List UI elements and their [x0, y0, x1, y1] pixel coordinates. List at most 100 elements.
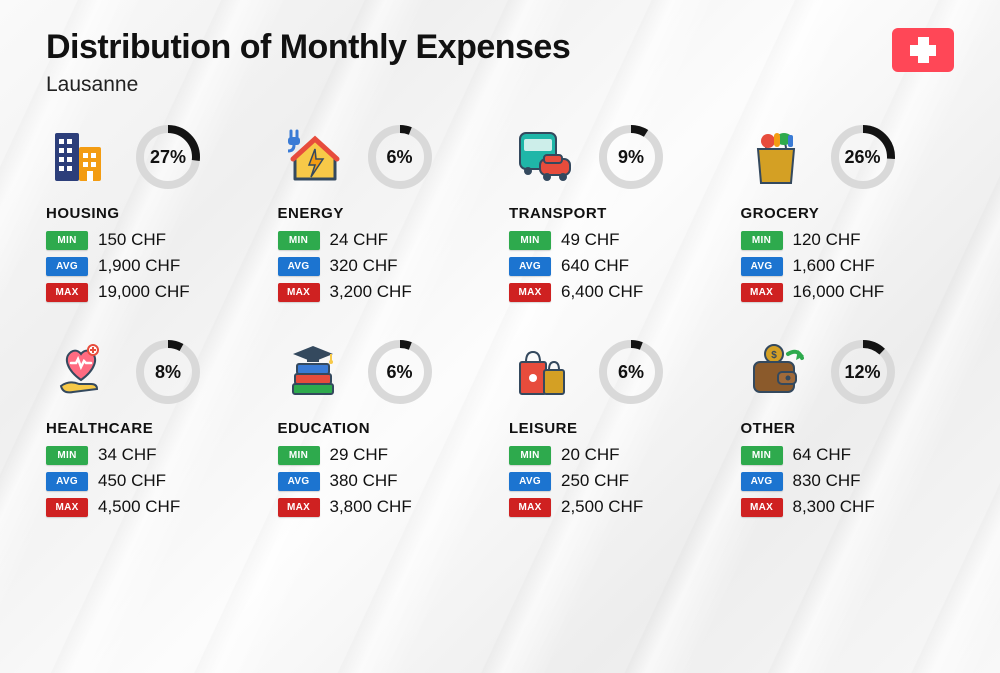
avg-value: 320 CHF	[330, 256, 398, 276]
avg-tag: AVG	[46, 257, 88, 276]
category-card: 27% HOUSING MIN 150 CHF AVG 1,900 CHF MA…	[46, 121, 260, 302]
max-value: 3,800 CHF	[330, 497, 412, 517]
percent-value: 26%	[829, 123, 897, 191]
category-card: 6% EDUCATION MIN 29 CHF AVG 380 CHF MAX …	[278, 336, 492, 517]
min-tag: MIN	[278, 231, 320, 250]
max-tag: MAX	[741, 498, 783, 517]
max-tag: MAX	[278, 498, 320, 517]
stat-min-row: MIN 20 CHF	[509, 445, 723, 465]
avg-value: 1,600 CHF	[793, 256, 875, 276]
stat-min-row: MIN 120 CHF	[741, 230, 955, 250]
grad-books-icon	[278, 337, 348, 407]
min-value: 49 CHF	[561, 230, 620, 250]
stat-min-row: MIN 34 CHF	[46, 445, 260, 465]
percent-ring: 9%	[597, 123, 665, 191]
stat-min-row: MIN 29 CHF	[278, 445, 492, 465]
max-value: 3,200 CHF	[330, 282, 412, 302]
stat-avg-row: AVG 380 CHF	[278, 471, 492, 491]
stat-max-row: MAX 19,000 CHF	[46, 282, 260, 302]
category-name: LEISURE	[509, 420, 723, 437]
avg-tag: AVG	[741, 472, 783, 491]
min-tag: MIN	[509, 231, 551, 250]
max-value: 6,400 CHF	[561, 282, 643, 302]
max-value: 16,000 CHF	[793, 282, 885, 302]
category-card: 6% LEISURE MIN 20 CHF AVG 250 CHF MAX 2,…	[509, 336, 723, 517]
grocery-bag-icon	[741, 122, 811, 192]
svg-text:$: $	[771, 350, 777, 361]
min-tag: MIN	[278, 446, 320, 465]
avg-tag: AVG	[509, 472, 551, 491]
stat-max-row: MAX 4,500 CHF	[46, 497, 260, 517]
percent-ring: 8%	[134, 338, 202, 406]
min-tag: MIN	[741, 446, 783, 465]
stat-max-row: MAX 8,300 CHF	[741, 497, 955, 517]
category-name: HOUSING	[46, 205, 260, 222]
min-value: 24 CHF	[330, 230, 389, 250]
heart-hand-icon	[46, 337, 116, 407]
category-card: 6% ENERGY MIN 24 CHF AVG 320 CHF MAX 3,2…	[278, 121, 492, 302]
stat-min-row: MIN 24 CHF	[278, 230, 492, 250]
percent-ring: 6%	[597, 338, 665, 406]
stat-max-row: MAX 3,800 CHF	[278, 497, 492, 517]
percent-ring: 12%	[829, 338, 897, 406]
category-name: EDUCATION	[278, 420, 492, 437]
stat-max-row: MAX 3,200 CHF	[278, 282, 492, 302]
category-card: 8% HEALTHCARE MIN 34 CHF AVG 450 CHF MAX…	[46, 336, 260, 517]
max-value: 8,300 CHF	[793, 497, 875, 517]
stat-max-row: MAX 6,400 CHF	[509, 282, 723, 302]
percent-ring: 6%	[366, 123, 434, 191]
percent-ring: 27%	[134, 123, 202, 191]
max-tag: MAX	[278, 283, 320, 302]
stat-min-row: MIN 150 CHF	[46, 230, 260, 250]
avg-value: 1,900 CHF	[98, 256, 180, 276]
category-name: TRANSPORT	[509, 205, 723, 222]
stat-avg-row: AVG 320 CHF	[278, 256, 492, 276]
avg-value: 830 CHF	[793, 471, 861, 491]
avg-tag: AVG	[509, 257, 551, 276]
min-value: 20 CHF	[561, 445, 620, 465]
energy-house-icon	[278, 122, 348, 192]
percent-value: 6%	[597, 338, 665, 406]
max-value: 19,000 CHF	[98, 282, 190, 302]
avg-value: 640 CHF	[561, 256, 629, 276]
min-tag: MIN	[741, 231, 783, 250]
min-value: 120 CHF	[793, 230, 861, 250]
percent-value: 12%	[829, 338, 897, 406]
percent-ring: 26%	[829, 123, 897, 191]
min-tag: MIN	[46, 231, 88, 250]
stat-max-row: MAX 16,000 CHF	[741, 282, 955, 302]
category-card: 9% TRANSPORT MIN 49 CHF AVG 640 CHF MAX …	[509, 121, 723, 302]
percent-value: 27%	[134, 123, 202, 191]
min-value: 34 CHF	[98, 445, 157, 465]
category-name: OTHER	[741, 420, 955, 437]
page-subtitle: Lausanne	[46, 73, 570, 97]
min-value: 64 CHF	[793, 445, 852, 465]
percent-value: 8%	[134, 338, 202, 406]
min-tag: MIN	[509, 446, 551, 465]
stat-avg-row: AVG 1,600 CHF	[741, 256, 955, 276]
avg-tag: AVG	[278, 472, 320, 491]
min-value: 29 CHF	[330, 445, 389, 465]
shopping-bags-icon	[509, 337, 579, 407]
stat-min-row: MIN 64 CHF	[741, 445, 955, 465]
stat-max-row: MAX 2,500 CHF	[509, 497, 723, 517]
stat-avg-row: AVG 450 CHF	[46, 471, 260, 491]
bus-car-icon	[509, 122, 579, 192]
percent-value: 6%	[366, 123, 434, 191]
page-title: Distribution of Monthly Expenses	[46, 28, 570, 67]
avg-value: 380 CHF	[330, 471, 398, 491]
avg-tag: AVG	[278, 257, 320, 276]
category-name: ENERGY	[278, 205, 492, 222]
wallet-arrow-icon: $	[741, 337, 811, 407]
category-card: 26% GROCERY MIN 120 CHF AVG 1,600 CHF MA…	[741, 121, 955, 302]
avg-value: 250 CHF	[561, 471, 629, 491]
max-tag: MAX	[46, 498, 88, 517]
min-tag: MIN	[46, 446, 88, 465]
max-tag: MAX	[509, 498, 551, 517]
avg-tag: AVG	[741, 257, 783, 276]
avg-tag: AVG	[46, 472, 88, 491]
stat-min-row: MIN 49 CHF	[509, 230, 723, 250]
percent-value: 9%	[597, 123, 665, 191]
max-value: 4,500 CHF	[98, 497, 180, 517]
category-card: $ 12% OTHER MIN 64 CHF AVG	[741, 336, 955, 517]
